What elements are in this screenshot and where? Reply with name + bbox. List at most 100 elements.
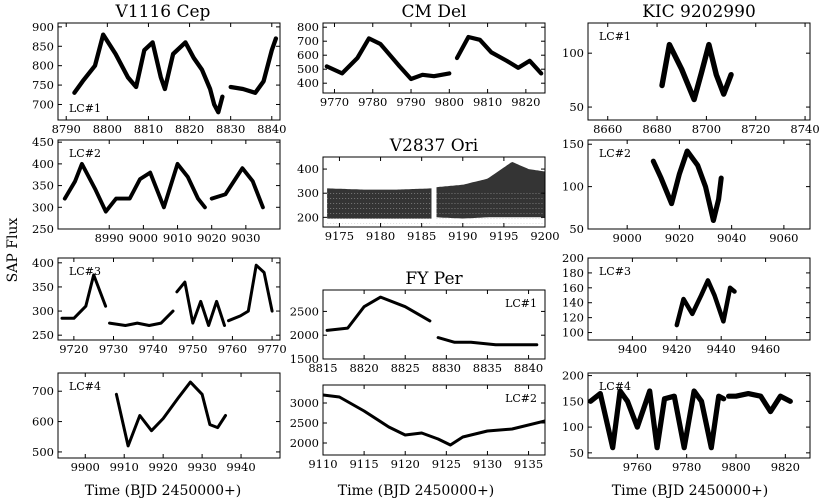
light-curve-segment-1 xyxy=(454,34,544,76)
data-series xyxy=(588,388,793,451)
x-tick-label: 8660 xyxy=(593,122,622,136)
x-tick-label: 8790 xyxy=(52,122,81,136)
data-series xyxy=(62,161,265,214)
light-curve-segment-0 xyxy=(674,278,737,328)
x-tick-label: 9010 xyxy=(163,231,192,245)
y-tick-label: 2000 xyxy=(290,436,319,450)
y-tick-label: 150 xyxy=(562,394,584,408)
panel-title: KIC 9202990 xyxy=(642,2,756,22)
light-curve-segment-0 xyxy=(114,380,227,448)
lc-label: LC#1 xyxy=(505,297,537,310)
x-tick-label: 9750 xyxy=(178,342,207,356)
light-curve-segment-2 xyxy=(175,280,226,327)
lc-label: LC#2 xyxy=(505,392,537,405)
plot-frame xyxy=(57,257,281,341)
chart-panel-v1116-lc3: 9720 9730 9740 9750 9760 9770 250 300 350 400 LC#3 xyxy=(32,256,287,356)
x-axis-label-middle: Time (BJD 2450000+) xyxy=(338,483,494,499)
plot-frame xyxy=(322,156,546,228)
x-tick-label: 8990 xyxy=(95,231,124,245)
x-tick-label: 8740 xyxy=(790,122,819,136)
y-tick-label: 50 xyxy=(569,222,584,236)
chart-panel-kic-lc2: 9000 9020 9040 9060 50 100 150 LC#2 xyxy=(562,137,811,245)
x-tick-label: 9770 xyxy=(257,342,286,356)
flux-band-segment-1 xyxy=(436,162,545,219)
x-tick-label: 9190 xyxy=(448,229,477,243)
y-tick-label: 100 xyxy=(562,46,584,60)
x-tick-label: 8680 xyxy=(642,122,671,136)
y-tick-label: 300 xyxy=(297,186,319,200)
lc-label: LC#1 xyxy=(69,102,101,115)
y-tick-label: 50 xyxy=(569,100,584,114)
y-axis-label: SAP Flux xyxy=(5,218,21,283)
x-tick-label: 8840 xyxy=(257,122,286,136)
plot-frame xyxy=(57,139,281,230)
y-tick-label: 250 xyxy=(32,222,54,236)
y-tick-label: 3000 xyxy=(290,396,319,410)
plot-frame xyxy=(587,257,811,341)
plot-frame xyxy=(322,289,546,360)
x-tick-label: 9195 xyxy=(489,229,518,243)
x-tick-label: 9940 xyxy=(226,460,255,474)
chart-panel-v1116-lc1: V1116 Cep 8790 8800 8810 8820 8830 8840 700 750 8… xyxy=(32,2,286,136)
chart-panel-v2837: V2837 Ori 9175 9180 9185 9190 9195 9200 200 300 4… xyxy=(297,136,560,243)
y-tick-label: 180 xyxy=(562,266,584,280)
y-tick-label: 120 xyxy=(562,311,584,325)
y-tick-label: 2500 xyxy=(290,304,319,318)
x-tick-label: 9110 xyxy=(308,457,337,471)
x-tick-label: 8810 xyxy=(134,122,163,136)
y-tick-label: 200 xyxy=(562,251,584,265)
x-tick-label: 9810 xyxy=(473,95,502,109)
x-tick-label: 8820 xyxy=(175,122,204,136)
y-tick-label: 150 xyxy=(562,137,584,151)
y-tick-label: 50 xyxy=(569,446,584,460)
x-tick-label: 9460 xyxy=(751,342,780,356)
x-tick-label: 8830 xyxy=(432,361,461,375)
lc-label: LC#3 xyxy=(69,265,101,278)
chart-panel-v1116-lc4: 9900 9910 9920 9930 9940 500 600 700 LC#4 xyxy=(32,372,281,474)
data-series xyxy=(327,162,545,224)
x-tick-label: 9740 xyxy=(139,342,168,356)
plot-frame xyxy=(57,22,281,121)
y-tick-label: 700 xyxy=(297,34,319,48)
x-tick-label: 9800 xyxy=(721,460,750,474)
y-tick-label: 400 xyxy=(297,76,319,90)
panel-title: CM Del xyxy=(402,2,467,22)
x-tick-label: 9820 xyxy=(511,95,540,109)
y-tick-label: 400 xyxy=(32,256,54,270)
y-tick-label: 500 xyxy=(297,62,319,76)
plot-frame xyxy=(587,372,811,459)
y-tick-label: 2000 xyxy=(290,328,319,342)
data-series xyxy=(114,380,227,448)
lc-label: LC#3 xyxy=(599,265,631,278)
x-tick-label: 9115 xyxy=(349,457,378,471)
x-tick-label: 9060 xyxy=(769,231,798,245)
y-tick-label: 700 xyxy=(32,97,54,111)
x-axis-label-left: Time (BJD 2450000+) xyxy=(85,483,241,499)
panels: V1116 Cep 8790 8800 8810 8820 8830 8840 700 750 8… xyxy=(32,2,820,474)
chart-panel-kic-lc1: KIC 9202990 8660 8680 8700 8720 8740 50 100 LC#1 xyxy=(562,2,820,136)
y-tick-label: 750 xyxy=(32,78,54,92)
x-tick-label: 9400 xyxy=(618,342,647,356)
plot-frame xyxy=(322,22,546,94)
y-tick-label: 800 xyxy=(297,20,319,34)
x-axis-label-right: Time (BJD 2450000+) xyxy=(612,483,768,499)
chart-panel-kic-lc4: 9760 9780 9800 9820 50 100 150 200 LC#4 xyxy=(562,369,811,474)
y-tick-label: 200 xyxy=(562,369,584,383)
y-tick-label: 600 xyxy=(297,48,319,62)
x-tick-label: 9040 xyxy=(717,231,746,245)
light-curve-segment-0 xyxy=(323,393,545,447)
lc-label: LC#1 xyxy=(599,30,631,43)
y-tick-label: 400 xyxy=(32,157,54,171)
chart-panel-v1116-lc2: 8990 9000 9010 9020 9030 250 300 350 400 450 LC#2 xyxy=(32,135,281,245)
y-tick-label: 100 xyxy=(562,420,584,434)
y-tick-label: 300 xyxy=(32,200,54,214)
x-tick-label: 9780 xyxy=(672,460,701,474)
y-tick-label: 800 xyxy=(32,59,54,73)
light-curve-segment-1 xyxy=(726,391,793,415)
lc-label: LC#4 xyxy=(599,380,631,393)
y-tick-label: 500 xyxy=(32,445,54,459)
x-tick-label: 9180 xyxy=(366,229,395,243)
y-tick-label: 400 xyxy=(297,162,319,176)
